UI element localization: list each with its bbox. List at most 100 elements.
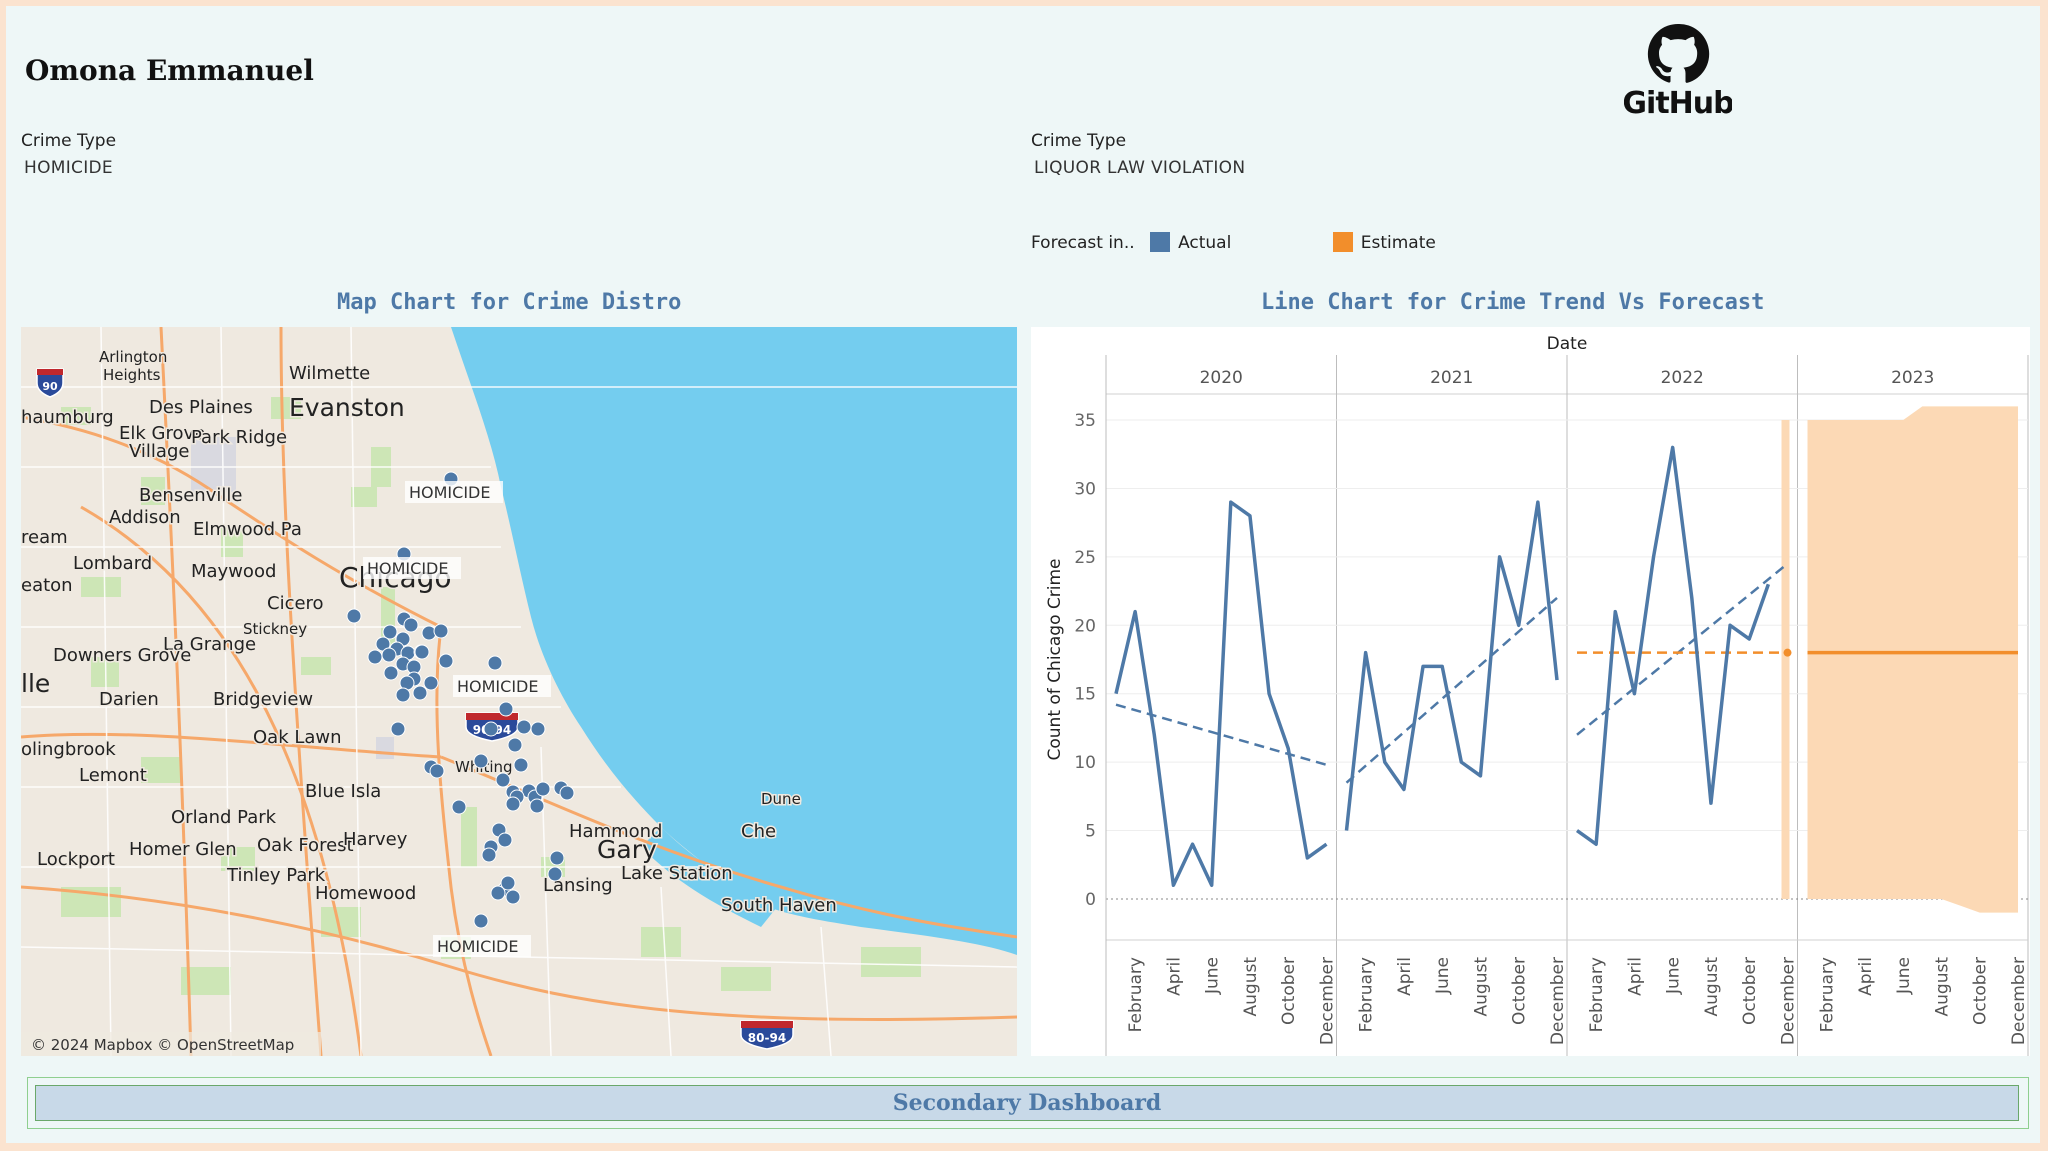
y-tick-label: 35	[1074, 411, 1096, 431]
crime-point[interactable]	[497, 832, 513, 848]
crime-point[interactable]	[383, 665, 399, 681]
crime-point[interactable]	[529, 798, 545, 814]
crime-point[interactable]	[473, 753, 489, 769]
legend-item-estimate[interactable]: Estimate	[1332, 232, 1436, 253]
map-attribution: © 2024 Mapbox © OpenStreetMap	[31, 1036, 294, 1054]
crime-point[interactable]	[516, 719, 532, 735]
x-tick-label: August	[1471, 957, 1491, 1017]
crime-point[interactable]	[498, 701, 514, 717]
map-place-label: Evanston	[289, 393, 405, 422]
x-tick-label: October	[1279, 957, 1299, 1025]
legend-title: Forecast in..	[1031, 233, 1135, 253]
x-tick-label: October	[1971, 957, 1991, 1025]
map-place-label: Blue Isla	[305, 781, 381, 802]
crime-point[interactable]	[487, 655, 503, 671]
series-line-actual[interactable]	[1344, 500, 1559, 831]
map-place-label: Arlington	[99, 348, 167, 366]
year-header: 2022	[1661, 368, 1704, 388]
map-place-label: Heights	[103, 366, 161, 384]
legend-swatch-actual	[1150, 232, 1171, 252]
crime-point[interactable]	[429, 763, 445, 779]
secondary-dashboard-button[interactable]: Secondary Dashboard	[35, 1085, 2019, 1121]
map-place-label: Village	[129, 441, 189, 462]
crime-point[interactable]	[346, 608, 362, 624]
series-line-actual[interactable]	[1114, 500, 1328, 888]
chart-header-label: Date	[1547, 334, 1588, 354]
map-place-label: ream	[21, 527, 68, 548]
crime-point[interactable]	[495, 772, 511, 788]
map-place-label: Harvey	[343, 829, 408, 850]
map-place-label: Tinley Park	[226, 865, 326, 886]
crime-point[interactable]	[367, 649, 383, 665]
crime-label-bg	[405, 481, 503, 503]
x-tick-label: April	[1395, 957, 1415, 996]
park-areas	[61, 397, 921, 995]
crime-point[interactable]	[559, 785, 575, 801]
x-tick-label: August	[1241, 957, 1261, 1017]
crime-point[interactable]	[483, 721, 499, 737]
forecast-band	[1807, 406, 2018, 913]
map-place-label: Bridgeview	[213, 689, 313, 710]
crime-point[interactable]	[547, 866, 563, 882]
crime-label-bg	[433, 935, 531, 957]
crime-point[interactable]	[381, 647, 397, 663]
nav-bar: Secondary Dashboard	[27, 1077, 2029, 1129]
crime-point[interactable]	[535, 781, 551, 797]
crime-point[interactable]	[390, 721, 406, 737]
map-place-label: Homer Glen	[129, 839, 237, 860]
github-logo[interactable]: GitHub	[1622, 21, 1735, 121]
forecast-legend: Forecast in.. Actual Estimate	[1031, 232, 1436, 253]
map-place-label: Orland Park	[171, 807, 277, 828]
crime-point[interactable]	[530, 721, 546, 737]
map-place-label: Homewood	[315, 883, 416, 904]
crime-label-bg	[453, 675, 551, 697]
map-place-label: lle	[21, 669, 50, 698]
crime-point[interactable]	[513, 757, 529, 773]
crime-label: HOMICIDE	[457, 677, 538, 696]
crime-point[interactable]	[500, 875, 516, 891]
map-place-label: Lockport	[37, 849, 115, 870]
map-place-label: Park Ridge	[191, 427, 287, 448]
map-place-label: Lansing	[543, 875, 613, 896]
crime-map[interactable]: 90 90-94 80-94 ArlingtonHeightsWilmetteE…	[21, 327, 1017, 1056]
crime-point[interactable]	[473, 913, 489, 929]
author-title: Omona Emmanuel	[25, 54, 314, 87]
crime-point[interactable]	[412, 685, 428, 701]
map-place-label: Wilmette	[289, 363, 370, 384]
x-tick-label: June	[1203, 957, 1223, 995]
crime-point[interactable]	[451, 799, 467, 815]
line-chart[interactable]: Date 2020 2021 2022 2023 0 5 10 15 20 25 30 35 Count …	[1031, 327, 2030, 1056]
crime-labels: HOMICIDE HOMICIDE HOMICIDE HOMICIDE	[363, 481, 551, 957]
x-tick-label: December	[1548, 957, 1568, 1045]
crime-point[interactable]	[414, 644, 430, 660]
crime-point[interactable]	[507, 737, 523, 753]
y-tick-label: 15	[1074, 685, 1096, 705]
map-place-label: Oak Forest	[257, 835, 354, 856]
crime-point[interactable]	[505, 889, 521, 905]
crime-point[interactable]	[433, 623, 449, 639]
map-place-label: Addison	[109, 507, 181, 528]
map-place-label: eaton	[21, 575, 73, 596]
crime-point[interactable]	[403, 617, 419, 633]
map-place-label: La Grange	[163, 634, 256, 655]
series-point-estimate[interactable]	[1783, 648, 1792, 657]
crime-point[interactable]	[549, 850, 565, 866]
map-place-label: Hammond	[569, 821, 662, 842]
crime-point[interactable]	[438, 653, 454, 669]
y-tick-label: 30	[1074, 479, 1096, 499]
crime-point[interactable]	[481, 847, 497, 863]
x-tick-label: February	[1587, 957, 1607, 1032]
crime-point[interactable]	[395, 687, 411, 703]
crime-point[interactable]	[382, 624, 398, 640]
series-line-actual[interactable]	[1575, 445, 1771, 846]
map-place-label: Darien	[99, 689, 159, 710]
crime-point[interactable]	[490, 885, 506, 901]
filter-crime-type-value-left[interactable]: HOMICIDE	[24, 158, 113, 178]
crime-point[interactable]	[423, 675, 439, 691]
legend-item-actual[interactable]: Actual	[1150, 232, 1231, 253]
github-logo-text: GitHub	[1624, 86, 1732, 121]
filter-crime-type-value-right[interactable]: LIQUOR LAW VIOLATION	[1034, 158, 1246, 178]
y-axis-label: Count of Chicago Crime	[1045, 558, 1065, 760]
map-place-label: South Haven	[721, 895, 837, 916]
crime-point[interactable]	[505, 796, 521, 812]
